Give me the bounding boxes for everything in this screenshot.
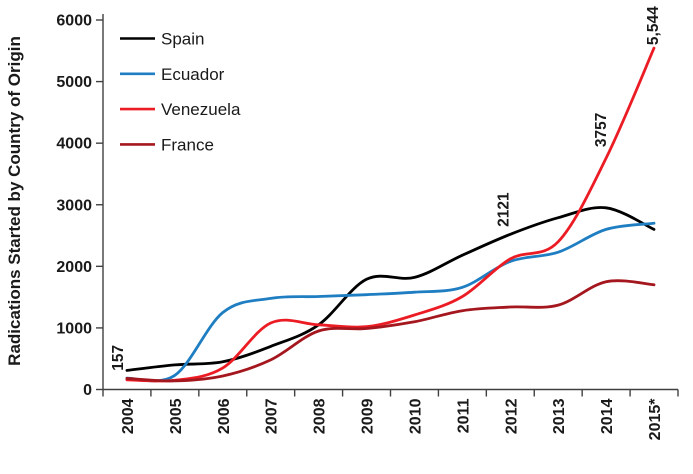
legend-item-spain: Spain (120, 30, 204, 49)
x-tick-label: 2006 (216, 398, 233, 434)
x-tick-label: 2012 (503, 398, 520, 434)
legend-label: Spain (161, 30, 204, 49)
data-point-annotation: 157 (110, 345, 127, 371)
series-line-ecuador (125, 221, 656, 383)
y-tick-label: 3000 (56, 197, 92, 214)
x-tick-label: 2009 (360, 398, 377, 434)
x-tick-label: 2008 (312, 398, 329, 434)
y-tick-label: 4000 (56, 136, 92, 153)
legend-item-france: France (120, 135, 214, 154)
legend-label: Venezuela (161, 100, 241, 119)
y-tick-label: 6000 (56, 13, 92, 30)
series-line-spain (125, 206, 656, 372)
legend-label: France (161, 135, 214, 154)
x-tick-label: 2015* (647, 398, 664, 441)
x-tick-label: 2014 (599, 398, 616, 434)
y-axis-title: Radications Started by Country of Origin (5, 36, 24, 366)
data-point-annotation: 2121 (495, 192, 512, 227)
y-tick-label: 2000 (56, 259, 92, 276)
series-line-venezuela (125, 46, 656, 383)
y-tick-label: 0 (83, 382, 92, 399)
legend-label: Ecuador (161, 65, 225, 84)
x-tick-label: 2013 (551, 398, 568, 434)
x-tick-label: 2005 (168, 398, 185, 434)
x-tick-label: 2007 (264, 398, 281, 434)
data-point-annotation: 3757 (593, 113, 610, 147)
data-point-annotation: 5,544 (645, 6, 662, 45)
y-tick-label: 5000 (56, 74, 92, 91)
y-tick-label: 1000 (56, 320, 92, 337)
x-tick-label: 2010 (407, 398, 424, 434)
x-tick-label: 2011 (455, 398, 472, 433)
series-line-france (125, 279, 656, 383)
legend-item-venezuela: Venezuela (120, 100, 241, 119)
x-tick-label: 2004 (120, 398, 137, 434)
legend-item-ecuador: Ecuador (120, 65, 225, 84)
